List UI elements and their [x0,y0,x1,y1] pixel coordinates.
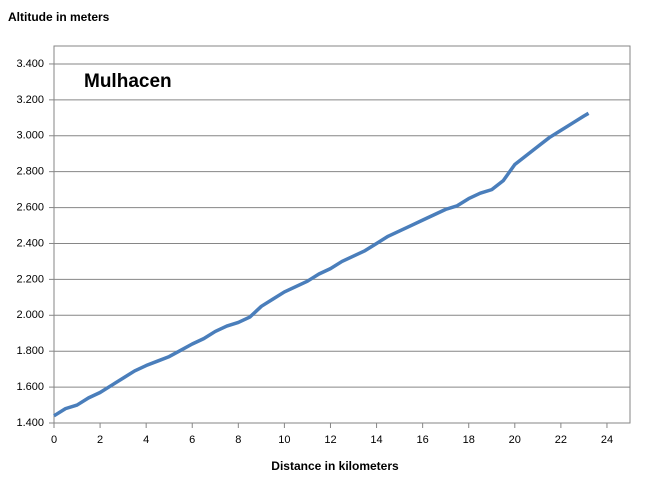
y-tick-label: 2.200 [16,273,44,285]
data-line [53,111,590,418]
y-axis-title: Altitude in meters [8,10,110,24]
x-tick-label: 12 [324,434,336,446]
y-tick-label: 1.600 [16,381,44,393]
x-tick-label: 4 [143,434,149,446]
y-tick-label: 1.800 [16,345,44,357]
x-tick-label: 20 [509,434,521,446]
y-tick-label: 1.400 [16,417,44,429]
x-tick-label: 2 [97,434,103,446]
x-tick-label: 6 [189,434,195,446]
plot-border [53,45,631,424]
y-tick-label: 2.400 [16,237,44,249]
y-tick-label: 3.200 [16,94,44,106]
x-axis-title: Distance in kilometers [271,459,399,473]
x-tick-label: 24 [601,434,613,446]
annotation: Mulhacen [84,71,172,92]
x-tick-label: 16 [417,434,429,446]
x-tick-label: 22 [555,434,567,446]
x-tick-label: 14 [370,434,382,446]
x-tick-label: 10 [278,434,290,446]
y-tick-label: 2.800 [16,166,44,178]
x-tick-label: 8 [235,434,241,446]
y-tick-label: 2.600 [16,201,44,213]
y-tick-label: 3.400 [16,58,44,70]
y-tick-label: 2.000 [16,309,44,321]
x-tick-label: 0 [51,434,57,446]
y-tick-label: 3.000 [16,130,44,142]
x-tick-label: 18 [463,434,475,446]
